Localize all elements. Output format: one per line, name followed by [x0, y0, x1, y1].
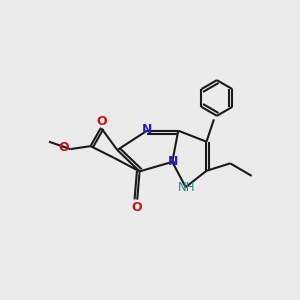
Text: O: O — [131, 201, 142, 214]
Text: N: N — [142, 123, 152, 136]
Text: O: O — [96, 115, 107, 128]
Text: NH: NH — [178, 181, 195, 194]
Text: O: O — [58, 141, 69, 154]
Text: N: N — [168, 155, 179, 168]
